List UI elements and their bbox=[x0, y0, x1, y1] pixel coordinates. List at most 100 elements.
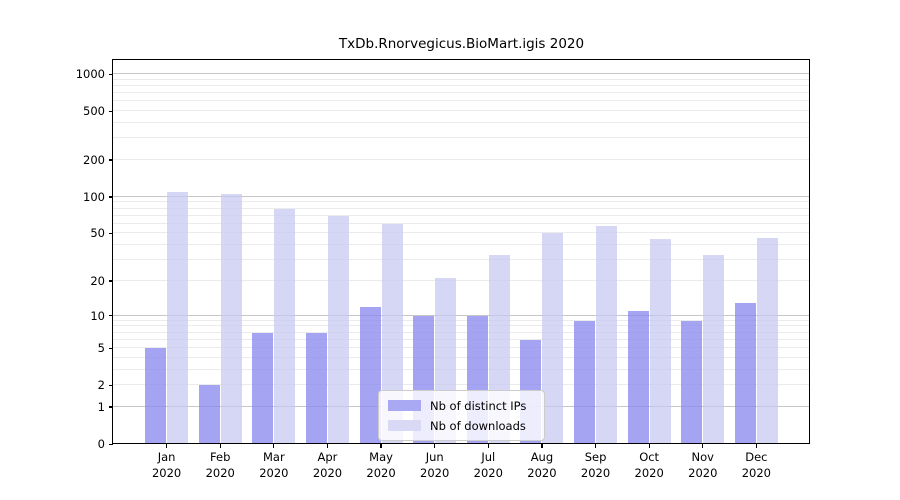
gridline-minor-70 bbox=[113, 214, 810, 216]
legend-label-distinct-ips: Nb of distinct IPs bbox=[430, 398, 527, 413]
x-tick-year: 2020 bbox=[205, 465, 235, 480]
bar-downloads-apr bbox=[327, 215, 349, 444]
x-tick-month: Sep bbox=[584, 450, 607, 464]
bar-distinct-ips-may bbox=[359, 306, 381, 444]
x-tick-mark-may bbox=[380, 444, 382, 448]
y-tick-label-2: 2 bbox=[97, 378, 105, 393]
x-tick-year: 2020 bbox=[634, 465, 664, 480]
bar-downloads-may bbox=[381, 223, 403, 444]
x-tick-label-jun: Jun 2020 bbox=[407, 450, 463, 481]
x-tick-mark-mar bbox=[273, 444, 275, 448]
x-tick-mark-jun bbox=[434, 444, 436, 448]
gridline-minor-2 bbox=[113, 384, 810, 386]
x-tick-mark-sep bbox=[594, 444, 597, 448]
x-tick-month: Dec bbox=[745, 450, 768, 464]
x-tick-mark-feb bbox=[219, 444, 221, 448]
bar-downloads-dec bbox=[756, 237, 778, 444]
bar-downloads-aug bbox=[542, 233, 564, 444]
x-tick-mark-apr bbox=[326, 444, 329, 448]
bar-distinct-ips-dec bbox=[734, 302, 756, 444]
x-tick-label-sep: Sep 2020 bbox=[568, 450, 624, 481]
bar-distinct-ips-sep bbox=[574, 320, 596, 444]
gridline-minor-6 bbox=[113, 338, 810, 340]
x-tick-month: Oct bbox=[639, 450, 660, 464]
x-tick-year: 2020 bbox=[688, 465, 718, 480]
bar-downloads-oct bbox=[649, 238, 671, 444]
y-tick-mark-2 bbox=[109, 384, 113, 386]
x-tick-mark-nov bbox=[702, 444, 704, 448]
legend-swatch-downloads bbox=[388, 419, 421, 432]
bar-distinct-ips-oct bbox=[627, 310, 649, 444]
y-tick-label-10: 10 bbox=[90, 308, 105, 323]
bar-distinct-ips-jan bbox=[145, 348, 167, 444]
x-tick-year: 2020 bbox=[420, 465, 450, 480]
gridline-minor-8 bbox=[113, 325, 810, 327]
x-tick-label-jul: Jul 2020 bbox=[460, 450, 516, 481]
x-tick-label-apr: Apr 2020 bbox=[299, 450, 355, 481]
x-tick-label-dec: Dec 2020 bbox=[728, 450, 784, 481]
y-tick-mark-200 bbox=[109, 159, 113, 161]
x-tick-month: Jun bbox=[425, 450, 444, 464]
x-tick-label-oct: Oct 2020 bbox=[621, 450, 677, 481]
x-tick-month: Apr bbox=[317, 450, 338, 464]
x-tick-year: 2020 bbox=[259, 465, 289, 480]
x-tick-mark-oct bbox=[648, 444, 650, 448]
chart-title: TxDb.Rnorvegicus.BioMart.igis 2020 bbox=[338, 36, 585, 52]
gridline-minor-50 bbox=[113, 232, 810, 234]
x-tick-month: Feb bbox=[210, 450, 231, 464]
gridline-minor-9 bbox=[113, 319, 810, 321]
gridline-minor-500 bbox=[113, 110, 810, 112]
gridline-minor-300 bbox=[113, 137, 810, 139]
y-tick-mark-500 bbox=[109, 110, 113, 112]
y-tick-label-100: 100 bbox=[83, 189, 105, 204]
bar-distinct-ips-apr bbox=[305, 332, 327, 444]
gridline-minor-900 bbox=[113, 78, 810, 80]
gridline-minor-700 bbox=[113, 92, 810, 94]
gridline-minor-7 bbox=[113, 331, 810, 333]
legend-swatch-distinct-ips bbox=[388, 399, 421, 412]
x-tick-month: Jul bbox=[481, 450, 496, 464]
gridline-minor-400 bbox=[113, 122, 810, 123]
gridline-minor-600 bbox=[113, 100, 810, 102]
legend: Nb of distinct IPs Nb of downloads bbox=[378, 390, 545, 441]
x-tick-mark-jan bbox=[166, 444, 168, 448]
x-tick-month: Jan bbox=[157, 450, 176, 464]
bar-downloads-nov bbox=[703, 255, 725, 444]
gridline-major-1000 bbox=[113, 73, 810, 74]
gridline-minor-20 bbox=[113, 279, 810, 281]
y-tick-mark-50 bbox=[109, 232, 113, 235]
gridline-minor-60 bbox=[113, 222, 810, 224]
x-tick-month: Mar bbox=[262, 450, 285, 464]
y-tick-label-5: 5 bbox=[97, 341, 105, 356]
x-tick-mark-aug bbox=[541, 444, 543, 448]
x-tick-year: 2020 bbox=[580, 465, 611, 480]
x-tick-year: 2020 bbox=[366, 465, 396, 480]
y-tick-mark-10 bbox=[109, 315, 113, 317]
y-tick-label-0: 0 bbox=[97, 437, 105, 451]
gridline-minor-30 bbox=[113, 259, 810, 261]
plot-area: Nb of distinct IPs Nb of downloads bbox=[113, 60, 810, 444]
y-tick-mark-5 bbox=[109, 347, 113, 349]
x-tick-label-may: May 2020 bbox=[353, 450, 409, 481]
y-tick-label-200: 200 bbox=[83, 152, 105, 167]
gridline-minor-800 bbox=[113, 84, 810, 86]
gridline-minor-3 bbox=[113, 368, 810, 370]
bar-downloads-feb bbox=[220, 193, 242, 444]
y-tick-label-500: 500 bbox=[83, 104, 105, 119]
y-tick-mark-0 bbox=[109, 443, 113, 445]
y-tick-label-20: 20 bbox=[90, 273, 105, 288]
y-tick-label-1000: 1000 bbox=[75, 67, 105, 81]
x-tick-label-jan: Jan 2020 bbox=[139, 450, 195, 481]
y-tick-label-50: 50 bbox=[90, 226, 105, 241]
y-tick-mark-1 bbox=[109, 406, 113, 408]
gridline-minor-80 bbox=[113, 207, 810, 209]
x-tick-month: May bbox=[369, 450, 393, 464]
x-tick-mark-jul bbox=[487, 444, 489, 448]
gridline-minor-4 bbox=[113, 356, 810, 358]
x-tick-year: 2020 bbox=[473, 465, 503, 480]
x-tick-mark-dec bbox=[755, 444, 757, 448]
y-tick-mark-1000 bbox=[109, 73, 113, 75]
x-tick-label-aug: Aug 2020 bbox=[514, 450, 570, 481]
x-tick-year: 2020 bbox=[527, 465, 557, 480]
